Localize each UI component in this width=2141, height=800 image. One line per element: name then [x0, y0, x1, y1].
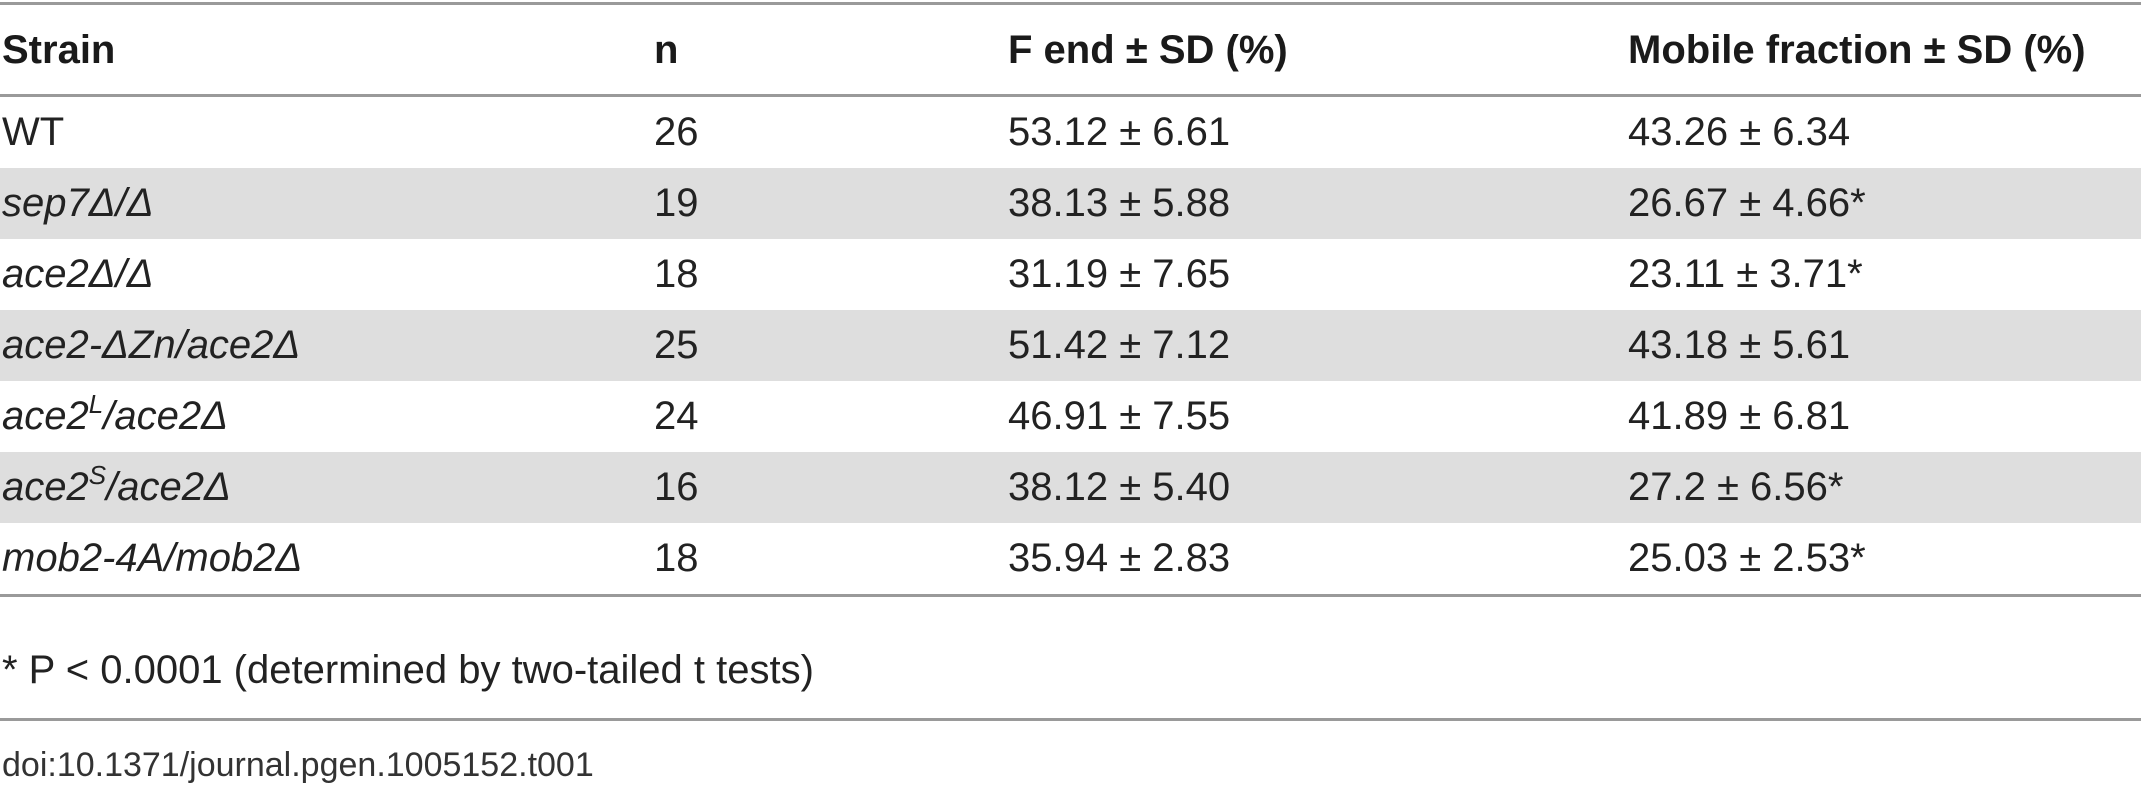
strain-name: sep7 [2, 181, 89, 225]
cell-mobile-fraction: 43.26 ± 6.34 [1628, 110, 1851, 154]
cell-n: 24 [654, 394, 699, 438]
table-header-rule [0, 94, 2141, 97]
strain-suffix: Δ/Δ [88, 181, 154, 225]
header-n: n [654, 28, 679, 72]
cell-strain: sep7Δ/Δ [2, 168, 154, 239]
cell-f-end: 46.91 ± 7.55 [1008, 394, 1231, 438]
strain-suffix: /ace2Δ [103, 394, 228, 438]
strain-superscript: S [88, 460, 107, 490]
cell-strain: WT [2, 97, 64, 168]
footnote-rule [0, 718, 2141, 721]
cell-strain: ace2-ΔZn/ace2Δ [2, 310, 300, 381]
cell-mobile-fraction: 27.2 ± 6.56* [1628, 465, 1844, 509]
strain-name: ace2 [2, 252, 89, 296]
table-footnote: * P < 0.0001 (determined by two-tailed t… [2, 648, 814, 692]
strain-name: ace2-ΔZn/ace2Δ [2, 323, 301, 367]
header-strain: Strain [2, 28, 116, 72]
table-row: WT 26 53.12 ± 6.61 43.26 ± 6.34 [0, 97, 2141, 168]
strain-name: mob2-4A/mob2Δ [2, 536, 303, 580]
cell-n: 18 [654, 252, 699, 296]
cell-mobile-fraction: 26.67 ± 4.66* [1628, 181, 1866, 225]
cell-f-end: 38.12 ± 5.40 [1008, 465, 1231, 509]
cell-n: 18 [654, 536, 699, 580]
cell-n: 16 [654, 465, 699, 509]
cell-mobile-fraction: 41.89 ± 6.81 [1628, 394, 1851, 438]
cell-strain: ace2L/ace2Δ [2, 381, 228, 456]
cell-f-end: 31.19 ± 7.65 [1008, 252, 1231, 296]
table-row: sep7Δ/Δ 19 38.13 ± 5.88 26.67 ± 4.66* [0, 168, 2141, 239]
strain-suffix: Δ/Δ [88, 252, 154, 296]
cell-f-end: 51.42 ± 7.12 [1008, 323, 1231, 367]
cell-mobile-fraction: 43.18 ± 5.61 [1628, 323, 1851, 367]
cell-mobile-fraction: 23.11 ± 3.71* [1628, 252, 1863, 296]
table-row: mob2-4A/mob2Δ 18 35.94 ± 2.83 25.03 ± 2.53* [0, 523, 2141, 594]
cell-f-end: 38.13 ± 5.88 [1008, 181, 1231, 225]
cell-n: 19 [654, 181, 699, 225]
table-header-row: Strain n F end ± SD (%) Mobile fraction … [0, 6, 2141, 94]
header-mobile-fraction: Mobile fraction ± SD (%) [1628, 28, 2086, 72]
cell-strain: ace2Δ/Δ [2, 239, 154, 310]
cell-n: 26 [654, 110, 699, 154]
cell-n: 25 [654, 323, 699, 367]
table-top-rule [0, 2, 2141, 5]
table-row: ace2Δ/Δ 18 31.19 ± 7.65 23.11 ± 3.71* [0, 239, 2141, 310]
strain-superscript: L [88, 389, 104, 419]
table-row: ace2L/ace2Δ 24 46.91 ± 7.55 41.89 ± 6.81 [0, 381, 2141, 452]
strain-suffix: /ace2Δ [106, 465, 231, 509]
table-row: ace2S/ace2Δ 16 38.12 ± 5.40 27.2 ± 6.56* [0, 452, 2141, 523]
cell-f-end: 53.12 ± 6.61 [1008, 110, 1231, 154]
doi-link[interactable]: doi:10.1371/journal.pgen.1005152.t001 [2, 746, 594, 784]
strain-name: WT [2, 110, 65, 154]
cell-f-end: 35.94 ± 2.83 [1008, 536, 1231, 580]
cell-strain: ace2S/ace2Δ [2, 452, 231, 527]
strain-name: ace2 [2, 394, 89, 438]
header-f-end: F end ± SD (%) [1008, 28, 1288, 72]
cell-strain: mob2-4A/mob2Δ [2, 523, 302, 594]
table-row: ace2-ΔZn/ace2Δ 25 51.42 ± 7.12 43.18 ± 5.61 [0, 310, 2141, 381]
strain-name: ace2 [2, 465, 89, 509]
cell-mobile-fraction: 25.03 ± 2.53* [1628, 536, 1866, 580]
table-bottom-rule [0, 594, 2141, 597]
